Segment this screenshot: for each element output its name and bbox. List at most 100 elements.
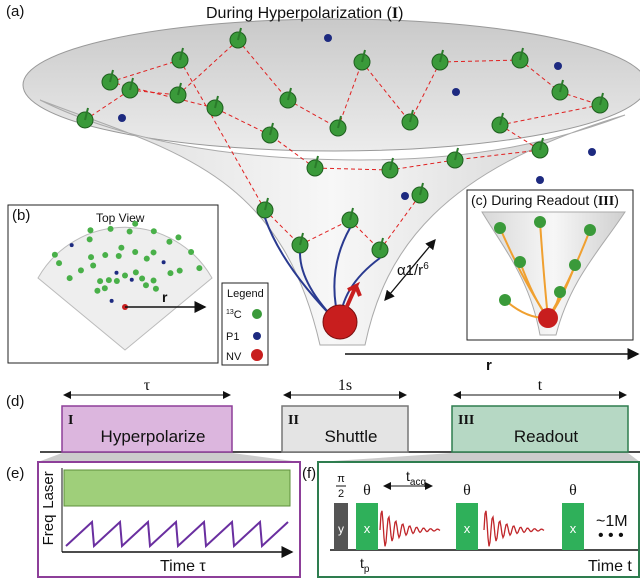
carbon-spin: [499, 294, 511, 306]
title-numeral: III: [598, 194, 614, 209]
carbon-dot: [118, 245, 124, 251]
carbon-dot: [177, 268, 183, 274]
repeat-dots: • • •: [598, 527, 624, 544]
legend-text: C: [234, 309, 242, 321]
stage-name: Readout: [514, 427, 579, 446]
pulse-angle: π: [337, 473, 345, 485]
carbon-dot: [166, 239, 172, 245]
carbon-dot: [90, 263, 96, 269]
carbon-dot: [52, 252, 58, 258]
legend-swatch: [251, 349, 263, 361]
pw-subscript: p: [364, 564, 370, 575]
carbon-dot: [87, 227, 93, 233]
carbon-dot: [108, 226, 114, 232]
stage-numeral: II: [288, 413, 299, 428]
p1-center: [324, 34, 332, 42]
carbon-dot: [151, 228, 157, 234]
carbon-dot: [188, 249, 194, 255]
pulse-phase: x: [464, 521, 471, 536]
p1-center: [118, 114, 126, 122]
carbon-dot: [151, 278, 157, 284]
carbon-dot: [153, 286, 159, 292]
p1-dot: [110, 299, 114, 303]
pulse-phase: x: [570, 521, 577, 536]
carbon-dot: [175, 234, 181, 240]
carbon-spin: [534, 216, 546, 228]
legend-label: NV: [226, 351, 242, 363]
carbon-spin: [494, 222, 506, 234]
pulse-angle: θ: [569, 482, 577, 499]
title-text: (c) During Readout (: [471, 192, 598, 208]
panel-label: (e): [6, 465, 24, 482]
scaling-label: α1/r6: [397, 261, 429, 279]
legend-mass: 13: [226, 309, 234, 316]
nv-center: [538, 308, 558, 328]
carbon-dot: [196, 265, 202, 271]
carbon-dot: [67, 275, 73, 281]
carbon-dot: [88, 254, 94, 260]
duration-label: τ: [144, 377, 151, 394]
carbon-dot: [139, 275, 145, 281]
stage-name: Shuttle: [325, 427, 378, 446]
duration-label: 1s: [338, 377, 352, 394]
legend-label: P1: [226, 331, 239, 343]
p1-center: [401, 192, 409, 200]
carbon-dot: [133, 269, 139, 275]
r-axis-label: r: [486, 357, 492, 374]
pulse-angle: θ: [363, 482, 371, 499]
figure: (a) During Hyperpolarization (I) α1/r6 r…: [0, 0, 640, 578]
panel-title: During Hyperpolarization (I): [206, 5, 403, 22]
p1-dot: [162, 260, 166, 264]
title-end: ): [398, 5, 403, 22]
carbon-dot: [127, 229, 133, 235]
title-end: ): [614, 192, 619, 208]
title-text: During Hyperpolarization (: [206, 5, 393, 22]
carbon-spin: [554, 286, 566, 298]
carbon-dot: [122, 273, 128, 279]
carbon-dot: [132, 249, 138, 255]
carbon-dot: [87, 236, 93, 242]
zoom-shade: [38, 453, 300, 462]
legend-swatch: [252, 309, 262, 319]
duration-label: t: [538, 377, 543, 394]
axis-label: Time τ: [160, 558, 206, 575]
carbon-dot: [116, 253, 122, 259]
panel-label: (b): [12, 207, 30, 224]
pulse-angle: 2: [338, 488, 344, 500]
legend-swatch: [253, 332, 261, 340]
p1-center: [536, 176, 544, 184]
panel-label: (f): [302, 465, 316, 482]
r-label: r: [162, 289, 168, 305]
carbon-dot: [143, 282, 149, 288]
p1-center: [588, 148, 596, 156]
carbon-dot: [167, 270, 173, 276]
carbon-dot: [132, 221, 138, 227]
carbon-dot: [102, 285, 108, 291]
carbon-dot: [78, 267, 84, 273]
p1-center: [452, 88, 460, 96]
stages: τ I Hyperpolarize 1s II Shuttle t III Readout: [62, 377, 628, 452]
panel-title: (c) During Readout (III): [471, 192, 619, 209]
pulse-phase: y: [338, 522, 344, 536]
stage-name: Hyperpolarize: [101, 427, 206, 446]
carbon-dot: [102, 252, 108, 258]
carbon-dot: [106, 277, 112, 283]
carbon-spin: [514, 256, 526, 268]
p1-dot: [70, 243, 74, 247]
scaling-exponent: 6: [423, 261, 429, 272]
zoom-shade: [318, 453, 640, 462]
laser-bar: [64, 470, 290, 506]
carbon-dot: [114, 278, 120, 284]
carbon-dot: [56, 260, 62, 266]
stage-numeral: I: [68, 413, 73, 428]
carbon-dot: [144, 256, 150, 262]
stage-numeral: III: [458, 413, 474, 428]
p1-dot: [130, 278, 134, 282]
panel-label: (a): [6, 3, 24, 20]
acq-subscript: acq: [410, 477, 426, 488]
row-label: Freq: [40, 515, 57, 546]
panel-label: (d): [6, 393, 24, 410]
legend-title: Legend: [227, 288, 264, 300]
carbon-spin: [584, 224, 596, 236]
row-label: Laser: [40, 471, 57, 509]
